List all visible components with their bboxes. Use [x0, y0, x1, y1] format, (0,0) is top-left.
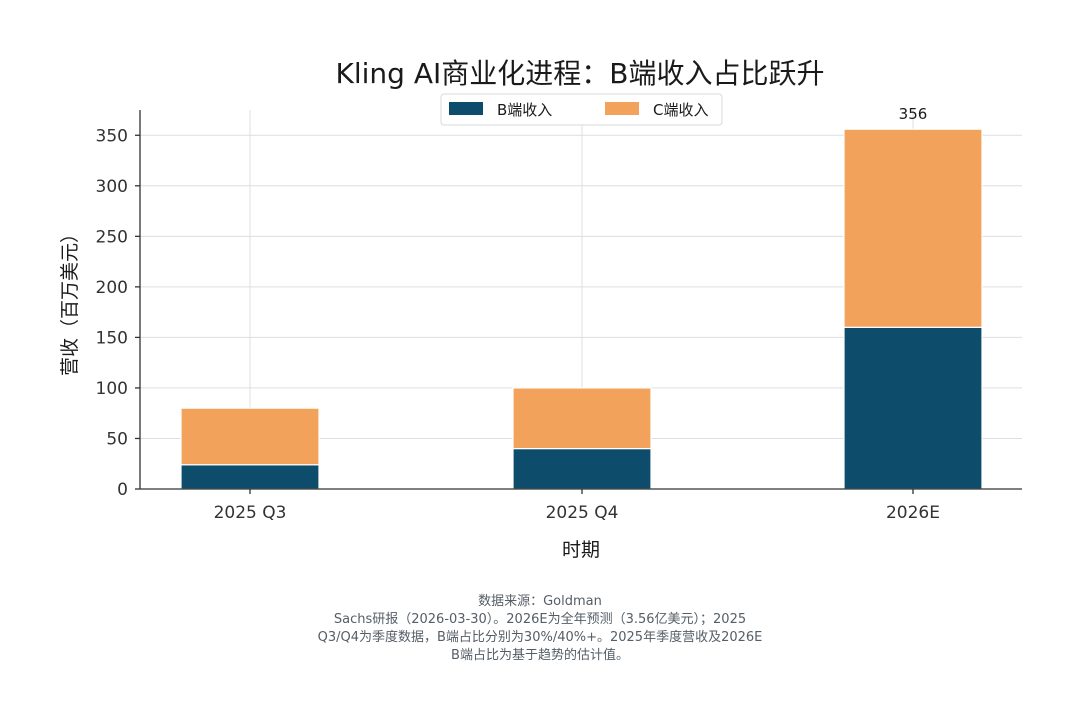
legend-swatch — [605, 102, 639, 115]
x-axis-title: 时期 — [562, 539, 600, 561]
y-tick-label: 150 — [96, 328, 128, 348]
chart-title: Kling AI商业化进程：B端收入占比跃升 — [336, 57, 825, 90]
legend-swatch — [449, 102, 483, 115]
y-tick-label: 200 — [96, 278, 128, 298]
y-tick-label: 100 — [96, 379, 128, 399]
bars — [180, 128, 983, 490]
total-label: 356 — [899, 105, 928, 123]
legend: B端收入 C端收入 — [440, 93, 723, 126]
y-axis-title: 营收（百万美元） — [59, 224, 81, 376]
footnote: 数据来源：Goldman Sachs研报（2026-03-30）。2026E为全… — [240, 593, 840, 665]
bar-b-segment — [512, 447, 652, 490]
bar-c-segment — [180, 407, 320, 466]
footnote-line: Q3/Q4为季度数据，B端占比分别为30%/40%+。2025年季度营收及202… — [317, 630, 763, 645]
axes — [139, 110, 1022, 490]
y-tick-label: 350 — [96, 126, 128, 146]
bar-b-segment — [843, 326, 983, 490]
bar-b-segment — [180, 464, 320, 490]
legend-label: C端收入 — [653, 101, 708, 119]
data-labels: 356 — [899, 105, 928, 123]
footnote-line: 数据来源：Goldman — [478, 594, 602, 609]
tick-labels: 0 50 100 150 200 250 300 350 2025 Q3 2025 Q4 2026E — [96, 126, 940, 523]
x-tick-label: 2025 Q4 — [546, 503, 619, 523]
footnote-line: B端占比为基于趋势的估计值。 — [451, 648, 629, 663]
y-tick-label: 300 — [96, 177, 128, 197]
footnote-line: Sachs研报（2026-03-30）。2026E为全年预测（3.56亿美元）；… — [333, 612, 747, 627]
bar-c-segment — [843, 128, 983, 328]
legend-box — [440, 93, 723, 126]
y-tick-label: 50 — [106, 429, 128, 449]
x-tick-label: 2025 Q3 — [214, 503, 287, 523]
y-tick-label: 250 — [96, 227, 128, 247]
y-tick-label: 0 — [117, 480, 128, 500]
x-tick-label: 2026E — [886, 503, 940, 523]
legend-label: B端收入 — [497, 101, 552, 119]
bar-c-segment — [512, 387, 652, 450]
